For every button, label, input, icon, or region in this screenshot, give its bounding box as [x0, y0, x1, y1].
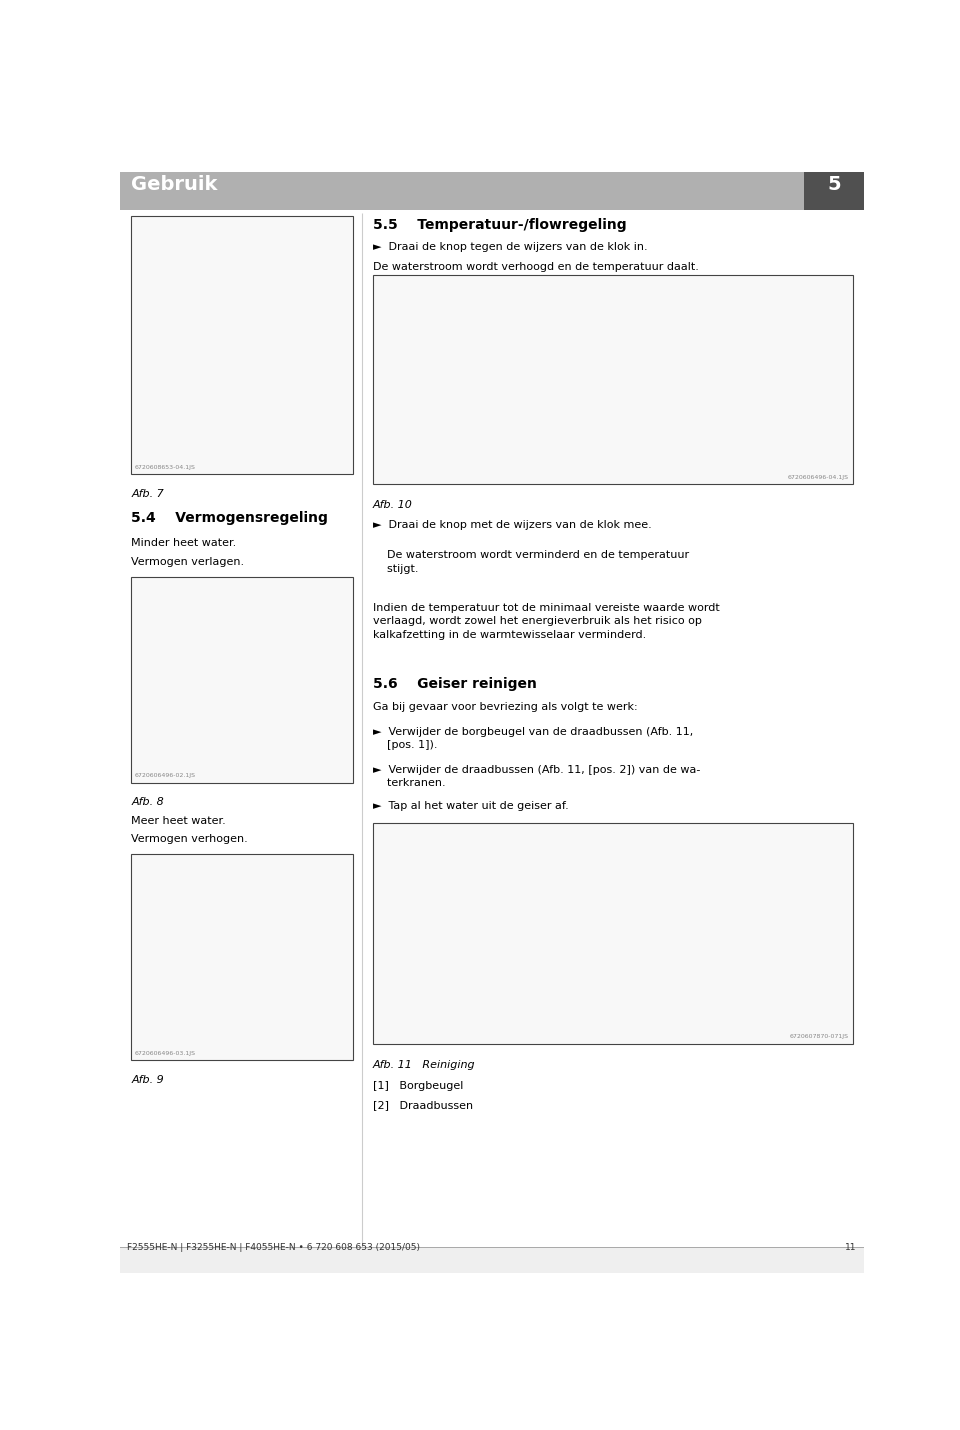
Text: Ga bij gevaar voor bevriezing als volgt te werk:: Ga bij gevaar voor bevriezing als volgt … [372, 702, 637, 712]
Text: 6720607870-071JS: 6720607870-071JS [790, 1034, 850, 1040]
Text: ►  Draai de knop tegen de wijzers van de klok in.: ► Draai de knop tegen de wijzers van de … [372, 242, 648, 252]
Text: 6720606496-03.1JS: 6720606496-03.1JS [134, 1051, 196, 1055]
Text: 6720606496-02.1JS: 6720606496-02.1JS [134, 774, 196, 778]
Text: 5: 5 [828, 174, 841, 194]
Text: [1]   Borgbeugel: [1] Borgbeugel [372, 1081, 464, 1091]
Text: Vermogen verhogen.: Vermogen verhogen. [132, 835, 248, 845]
Bar [372, 824, 852, 1044]
Text: Afb. 8: Afb. 8 [132, 797, 164, 807]
Text: Minder heet water.: Minder heet water. [132, 538, 236, 548]
Text: Afb. 10: Afb. 10 [372, 499, 413, 509]
Text: De waterstroom wordt verminderd en de temperatuur
    stijgt.: De waterstroom wordt verminderd en de te… [372, 551, 689, 573]
Text: 5.4    Vermogensregeling: 5.4 Vermogensregeling [132, 511, 328, 525]
Text: Gebruik: Gebruik [132, 174, 218, 194]
Bar [804, 172, 864, 210]
Text: 11: 11 [845, 1243, 856, 1251]
Bar [120, 172, 864, 210]
Text: Afb. 9: Afb. 9 [132, 1074, 164, 1084]
Text: 6720608653-04.1JS: 6720608653-04.1JS [134, 465, 196, 470]
Bar [132, 854, 353, 1060]
Text: Afb. 7: Afb. 7 [132, 489, 164, 499]
Text: 5.5    Temperatuur-/flowregeling: 5.5 Temperatuur-/flowregeling [372, 217, 627, 232]
Bar [132, 576, 353, 782]
Text: Meer heet water.: Meer heet water. [132, 815, 226, 825]
Text: Indien de temperatuur tot de minimaal vereiste waarde wordt
verlaagd, wordt zowe: Indien de temperatuur tot de minimaal ve… [372, 603, 720, 639]
Text: [2]   Draadbussen: [2] Draadbussen [372, 1100, 473, 1110]
Bar [372, 275, 852, 485]
Text: ►  Draai de knop met de wijzers van de klok mee.: ► Draai de knop met de wijzers van de kl… [372, 519, 652, 529]
Text: Vermogen verlagen.: Vermogen verlagen. [132, 556, 244, 566]
Bar [120, 1248, 864, 1273]
Text: ►  Tap al het water uit de geiser af.: ► Tap al het water uit de geiser af. [372, 801, 568, 811]
Text: ►  Verwijder de draadbussen (Afb. 11, [pos. 2]) van de wa-
    terkranen.: ► Verwijder de draadbussen (Afb. 11, [po… [372, 765, 701, 788]
Text: ►  Verwijder de borgbeugel van de draadbussen (Afb. 11,
    [pos. 1]).: ► Verwijder de borgbeugel van de draadbu… [372, 726, 693, 749]
Bar [132, 216, 353, 475]
Text: 5.6    Geiser reinigen: 5.6 Geiser reinigen [372, 676, 537, 691]
Text: De waterstroom wordt verhoogd en de temperatuur daalt.: De waterstroom wordt verhoogd en de temp… [372, 262, 699, 272]
Text: F2555HE-N | F3255HE-N | F4055HE-N • 6 720 608 653 (2015/05): F2555HE-N | F3255HE-N | F4055HE-N • 6 72… [128, 1243, 420, 1251]
Text: Afb. 11   Reiniging: Afb. 11 Reiniging [372, 1060, 475, 1070]
Text: 6720606496-04.1JS: 6720606496-04.1JS [788, 475, 850, 480]
